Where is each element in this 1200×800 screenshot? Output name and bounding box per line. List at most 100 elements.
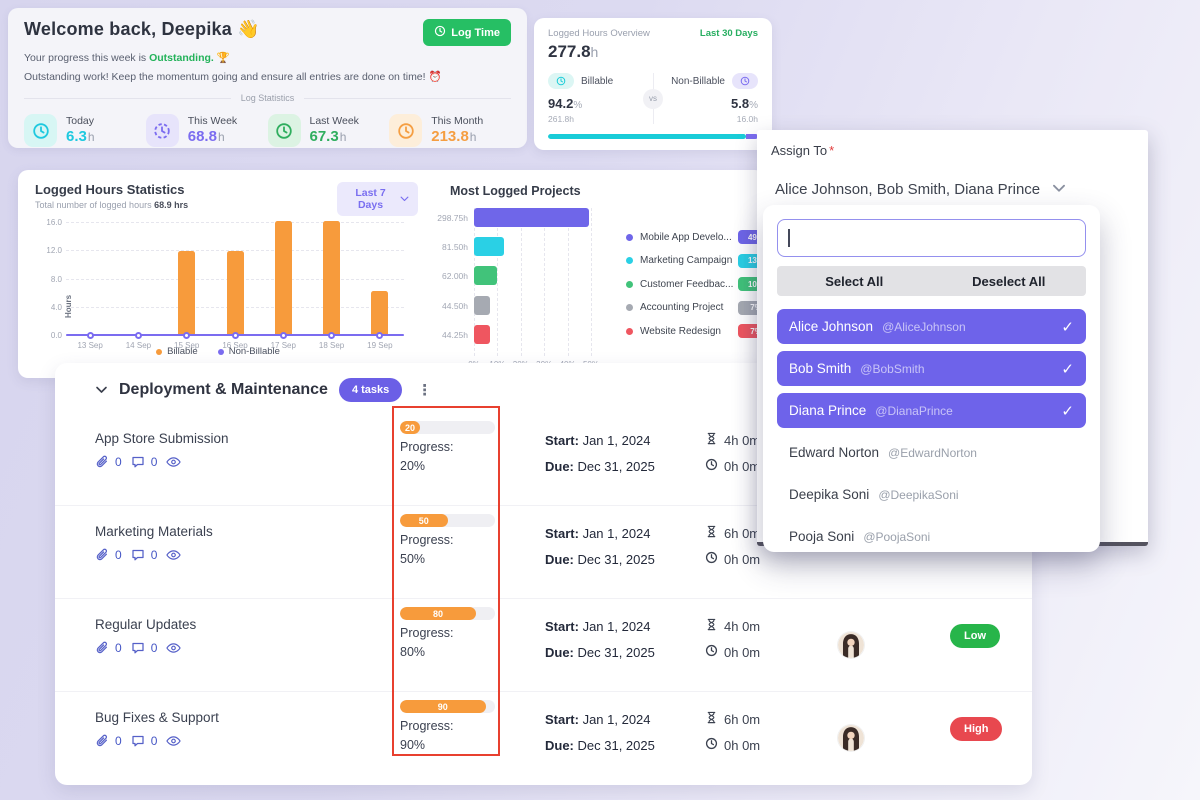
range-selector-dropdown[interactable]: Last 7 Days bbox=[337, 182, 418, 216]
line-marker bbox=[231, 332, 239, 339]
comment-count: 0 bbox=[150, 548, 158, 562]
attachment-icon[interactable] bbox=[95, 548, 109, 562]
project-name: Marketing Campaign bbox=[640, 255, 733, 266]
assignee-option-alice-johnson[interactable]: Alice Johnson @AliceJohnson ✓ bbox=[777, 309, 1086, 344]
start-date: Start: Jan 1, 2024 bbox=[545, 433, 651, 448]
billable-bar bbox=[371, 291, 389, 335]
task-progress: 50 Progress: 50% bbox=[400, 514, 500, 566]
assignee-name: Deepika Soni bbox=[789, 487, 870, 502]
assignee-name: Edward Norton bbox=[789, 445, 880, 460]
due-date: Due: Dec 31, 2025 bbox=[545, 738, 655, 753]
assignee-handle: @PoojaSoni bbox=[863, 529, 931, 544]
comment-icon[interactable] bbox=[131, 641, 145, 655]
task-progress: 90 Progress: 90% bbox=[400, 700, 500, 752]
kebab-menu-icon[interactable]: ⋮ bbox=[417, 382, 433, 399]
attachment-count: 0 bbox=[115, 641, 122, 655]
assignee-option-bob-smith[interactable]: Bob Smith @BobSmith ✓ bbox=[777, 351, 1086, 386]
progress-bar: 80 bbox=[400, 607, 495, 620]
assignee-handle: @DianaPrince bbox=[875, 403, 953, 418]
legend-item-marketing-campaign: Marketing Campaign 13% bbox=[626, 253, 765, 268]
required-asterisk: * bbox=[829, 143, 835, 158]
logged-hours-overview-card: Logged Hours Overview Last 30 Days 277.8… bbox=[534, 18, 772, 150]
chart-subtitle: Total number of logged hours 68.9 hrs bbox=[35, 200, 189, 210]
attachment-icon[interactable] bbox=[95, 455, 109, 469]
clock-icon bbox=[705, 454, 718, 480]
task-count-badge: 4 tasks bbox=[338, 378, 403, 402]
assignee-handle: @DeepikaSoni bbox=[878, 487, 959, 502]
assignee-option-diana-prince[interactable]: Diana Prince @DianaPrince ✓ bbox=[777, 393, 1086, 428]
non-billable-column: Non-Billable 5.8% 16.0h bbox=[670, 73, 758, 124]
stat-value: 6.3h bbox=[66, 128, 95, 146]
assignee-option-pooja-soni[interactable]: Pooja Soni @PoojaSoni bbox=[777, 519, 1086, 554]
overview-range[interactable]: Last 30 Days bbox=[699, 28, 758, 39]
line-marker bbox=[279, 332, 287, 339]
gridline bbox=[520, 208, 522, 356]
assignee-name: Pooja Soni bbox=[789, 529, 855, 544]
clock-icon bbox=[434, 25, 446, 40]
task-meta-icons: 0 0 bbox=[95, 734, 182, 748]
task-row-app-store-submission: App Store Submission 0 0 20 Progress: 20% S… bbox=[55, 413, 1032, 506]
logged-hours-statistics-chart: Logged Hours Statistics Total number of … bbox=[18, 170, 418, 378]
charts-panel: Logged Hours Statistics Total number of … bbox=[18, 170, 765, 378]
y-tick-label: 12.0 bbox=[46, 246, 62, 256]
bar-chart-plot: Hours 16.0 12.0 8.0 4.0 0.0 13 Sep 14 Sep 15 Se… bbox=[46, 218, 404, 350]
estimated-time: 4h 0m bbox=[705, 428, 760, 454]
due-date: Due: Dec 31, 2025 bbox=[545, 552, 655, 567]
comment-icon[interactable] bbox=[131, 455, 145, 469]
assignee-dropdown-popup: Select All Deselect All Alice Johnson @Al… bbox=[763, 205, 1100, 552]
assign-to-label: Assign To * bbox=[771, 143, 835, 158]
attachment-icon[interactable] bbox=[95, 641, 109, 655]
legend-item-website-redesign: Website Redesign 7% bbox=[626, 324, 765, 338]
comment-icon[interactable] bbox=[131, 734, 145, 748]
assignee-select[interactable]: Alice Johnson, Bob Smith, Diana Prince bbox=[775, 180, 1134, 198]
task-name[interactable]: Regular Updates bbox=[95, 617, 197, 632]
x-tick-label: 17 Sep bbox=[270, 341, 296, 350]
task-dates: Start: Jan 1, 2024 Due: Dec 31, 2025 bbox=[545, 707, 655, 759]
deselect-all-button[interactable]: Deselect All bbox=[932, 266, 1087, 296]
legend-item-non-billable: Non-Billable bbox=[217, 346, 280, 357]
billable-bar bbox=[323, 221, 341, 335]
line-marker bbox=[134, 332, 142, 339]
stat-today: Today 6.3h bbox=[24, 114, 146, 148]
assignee-avatar[interactable] bbox=[838, 725, 864, 751]
eye-icon[interactable] bbox=[166, 456, 182, 468]
select-all-button[interactable]: Select All bbox=[777, 266, 932, 296]
task-name[interactable]: Bug Fixes & Support bbox=[95, 710, 219, 725]
assignee-option-deepika-soni[interactable]: Deepika Soni @DeepikaSoni bbox=[777, 477, 1086, 512]
chevron-down-icon bbox=[400, 193, 409, 205]
hourglass-icon bbox=[705, 521, 718, 547]
task-time: 6h 0m 0h 0m bbox=[705, 707, 760, 759]
line-marker bbox=[328, 332, 336, 339]
assignee-search-input[interactable] bbox=[777, 219, 1086, 257]
bar-hours-label: 44.50h bbox=[442, 300, 468, 311]
task-name[interactable]: Marketing Materials bbox=[95, 524, 213, 539]
stat-value: 213.8h bbox=[431, 128, 477, 146]
eye-icon[interactable] bbox=[166, 735, 182, 747]
task-row-bug-fixes-support: Bug Fixes & Support 0 0 90 Progress: 90% St… bbox=[55, 692, 1032, 784]
task-name[interactable]: App Store Submission bbox=[95, 431, 229, 446]
legend-item-mobile-app-develo: Mobile App Develo... 49% bbox=[626, 230, 765, 244]
task-row-regular-updates: Regular Updates 0 0 80 Progress: 80% Start:… bbox=[55, 599, 1032, 692]
eye-icon[interactable] bbox=[166, 549, 182, 561]
chevron-down-icon bbox=[1052, 180, 1066, 198]
eye-icon[interactable] bbox=[166, 642, 182, 654]
comment-icon[interactable] bbox=[131, 548, 145, 562]
assignee-avatar[interactable] bbox=[838, 632, 864, 658]
logged-time: 0h 0m bbox=[705, 640, 760, 666]
log-time-button[interactable]: Log Time bbox=[423, 19, 511, 46]
progress-label: Progress: bbox=[400, 440, 454, 454]
trophy-icon: 🏆 bbox=[216, 52, 230, 64]
project-name: Accounting Project bbox=[640, 302, 724, 313]
attachment-icon[interactable] bbox=[95, 734, 109, 748]
progress-percent: 20% bbox=[400, 459, 426, 473]
gridline bbox=[66, 250, 404, 252]
chevron-down-icon[interactable] bbox=[95, 381, 108, 399]
estimated-time: 4h 0m bbox=[705, 614, 760, 640]
gridline bbox=[591, 208, 592, 356]
assignee-option-edward-norton[interactable]: Edward Norton @EdwardNorton bbox=[777, 435, 1086, 470]
billable-bar bbox=[178, 250, 196, 335]
logged-time: 0h 0m bbox=[705, 733, 760, 759]
task-time: 6h 0m 0h 0m bbox=[705, 521, 760, 573]
legend-item-accounting-project: Accounting Project 7% bbox=[626, 300, 765, 315]
stat-label: This Week bbox=[187, 115, 238, 128]
